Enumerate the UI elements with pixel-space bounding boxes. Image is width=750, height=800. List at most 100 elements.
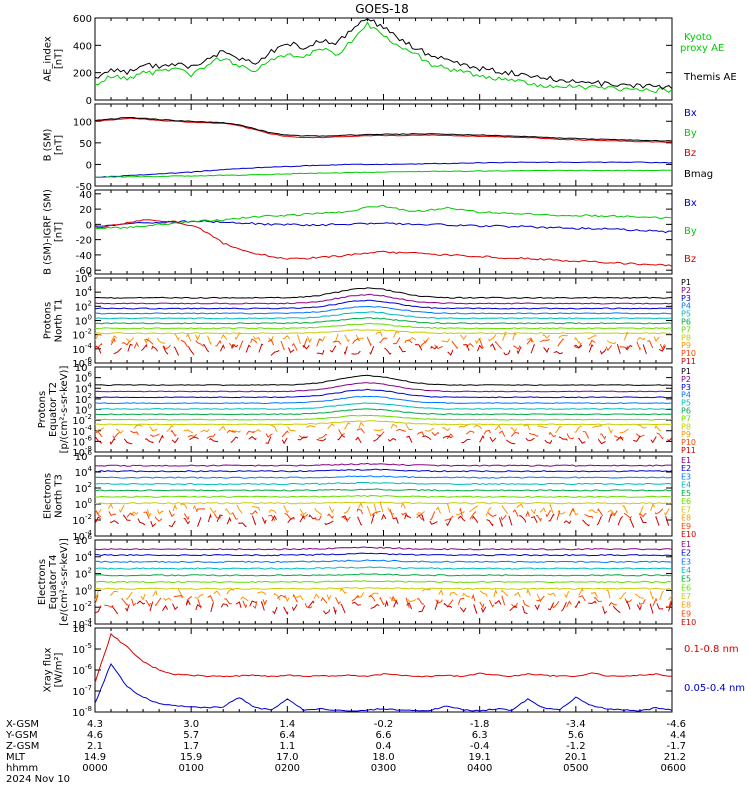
footer-value: -3.4 xyxy=(566,719,586,730)
xray-series-0 xyxy=(94,632,673,683)
en-panel-legend-e6: E6 xyxy=(681,497,691,506)
pn-panel-legend-p1: P1 xyxy=(681,278,691,287)
ee-panel-ylabel: Electrons Equator T4 [e/(cm²-s-sr-keV)] xyxy=(37,538,70,626)
ae-legend-themis: Themis AE xyxy=(683,72,737,83)
pe-panel-legend-p11: P11 xyxy=(681,446,696,455)
footer-value: 4.3 xyxy=(87,719,103,730)
pe-panel-ylabel-line: [p/(cm²-s-sr-keV)] xyxy=(59,366,70,454)
ee-panel-legend-e10: E10 xyxy=(681,618,696,627)
en-panel-ytick-label: 102 xyxy=(75,481,92,495)
pn-panel-ytick-label: 106 xyxy=(75,271,93,285)
pe-panel-channel-p10 xyxy=(94,428,673,440)
en-panel-ylabel-line: Electrons xyxy=(43,473,54,519)
pe-panel-channel-p8 xyxy=(94,420,673,426)
footer-date: 2024 Nov 10 xyxy=(6,774,70,785)
en-panel-ytick-label: 106 xyxy=(75,449,93,463)
ae-panel-ytick-label: 0 xyxy=(86,96,92,107)
footer-label-mlt: MLT xyxy=(6,752,26,763)
bigrf-legend-bx: Bx xyxy=(684,198,697,209)
footer-value: -1.8 xyxy=(470,719,490,730)
xray-panel-frame xyxy=(94,627,673,713)
footer-value: 6.3 xyxy=(472,730,488,741)
ae-series-0 xyxy=(94,21,673,94)
ee-panel-legend-e5: E5 xyxy=(681,575,691,584)
pn-panel-legend-p8: P8 xyxy=(681,333,691,342)
footer-value: 15.9 xyxy=(180,752,202,763)
footer-value: 0400 xyxy=(467,763,492,774)
en-panel-legend-e5: E5 xyxy=(681,489,691,498)
ee-panel-legend-e6: E6 xyxy=(681,583,691,592)
pn-panel-channel-p11 xyxy=(94,341,673,357)
pe-panel-legend-p3: P3 xyxy=(681,383,691,392)
en-panel-legend-e3: E3 xyxy=(681,472,691,481)
pn-panel-channel-p7 xyxy=(94,322,673,330)
footer-value: 3.0 xyxy=(183,719,199,730)
xray-panel-ytick-label: 10-7 xyxy=(72,684,92,698)
pn-panel-legend-p3: P3 xyxy=(681,294,691,303)
bigrf-series-bz xyxy=(94,219,673,267)
footer-value: 6.4 xyxy=(279,730,295,741)
footer-value: 0200 xyxy=(275,763,300,774)
pn-panel-ytick-label: 104 xyxy=(75,285,93,299)
ee-panel-channel-e4 xyxy=(94,566,673,570)
bigrf-panel-ytick-label: 40 xyxy=(79,190,92,201)
pn-panel-ytick-label: 100 xyxy=(75,314,92,328)
footer-value: 18.0 xyxy=(372,752,394,763)
pe-panel-channel-p5 xyxy=(94,402,672,410)
pe-panel-ytick-label: 10-4 xyxy=(72,424,92,438)
footer-value: -0.4 xyxy=(470,741,490,752)
en-panel-ylabel-line: North T3 xyxy=(54,474,65,518)
bigrf-panel-ytick-label: -20 xyxy=(76,236,92,247)
en-panel-legend-e2: E2 xyxy=(681,464,691,473)
bigrf-panel-ylabel-line: B (SM)-IGRF (SM) xyxy=(43,189,54,275)
ae-panel-ylabel-line: AE_index xyxy=(43,36,54,82)
ae-panel-ylabel-line: [nT] xyxy=(54,49,65,69)
plot-title: GOES-18 xyxy=(355,2,409,16)
pn-panel-legend-p4: P4 xyxy=(681,302,691,311)
ee-panel-legend-e2: E2 xyxy=(681,549,691,558)
ae-panel-ytick-label: 400 xyxy=(73,41,92,52)
bigrf-legend-by: By xyxy=(684,226,697,237)
pn-panel-legend-p2: P2 xyxy=(681,286,691,295)
xray-legend-1: 0.05-0.4 nm xyxy=(684,683,745,694)
pn-panel-legend-p11: P11 xyxy=(681,357,696,366)
bsm-panel-ylabel-line: [nT] xyxy=(54,135,65,155)
footer-value: 20.1 xyxy=(565,752,587,763)
footer-value: 0.4 xyxy=(376,741,392,752)
bigrf-panel-ytick-label: -40 xyxy=(76,251,92,262)
pe-panel-legend-p6: P6 xyxy=(681,407,691,416)
ee-panel-legend-e3: E3 xyxy=(681,557,691,566)
ee-panel-channel-e2 xyxy=(94,552,673,557)
ae-legend-kyoto: Kyoto proxy AE xyxy=(680,32,724,54)
footer-value: 21.2 xyxy=(664,752,686,763)
en-panel-legend-e4: E4 xyxy=(681,481,691,490)
footer-value: 5.7 xyxy=(183,730,199,741)
pe-panel-ytick-label: 108 xyxy=(75,360,92,374)
pe-panel-ytick-label: 10-6 xyxy=(72,434,92,448)
xray-panel-ytick-label: 10-4 xyxy=(72,621,92,635)
pe-panel-ytick-label: 10-8 xyxy=(72,445,92,459)
pn-panel-legend-p7: P7 xyxy=(681,325,691,334)
ae-panel-frame xyxy=(94,17,673,101)
footer-value: 0300 xyxy=(371,763,396,774)
bigrf-panel-frame xyxy=(94,189,673,275)
en-panel-channel-e2 xyxy=(95,468,673,473)
pn-panel-legend-p10: P10 xyxy=(681,349,696,358)
pe-panel-ylabel: Protons Equator T2 [p/(cm²-s-sr-keV)] xyxy=(37,366,70,454)
pe-panel-channel-p4 xyxy=(94,395,673,405)
xray-legend-0: 0.1-0.8 nm xyxy=(684,644,739,655)
pn-panel-channel-p5 xyxy=(94,311,672,320)
footer-label-x-gsm: X-GSM xyxy=(6,719,39,730)
ee-panel-ytick-label: 10-2 xyxy=(72,600,92,614)
footer-value: 4.6 xyxy=(87,730,103,741)
ee-panel-ylabel-line: [e/(cm²-s-sr-keV)] xyxy=(59,538,70,626)
pe-panel-legend-p5: P5 xyxy=(681,399,691,408)
footer-value: 0000 xyxy=(82,763,107,774)
pe-panel-channel-p3 xyxy=(94,388,673,399)
pn-panel-legend-p9: P9 xyxy=(681,341,691,350)
ee-panel-legend-e4: E4 xyxy=(681,566,691,575)
footer-value: -1.7 xyxy=(666,741,686,752)
footer-value: 1.7 xyxy=(183,741,199,752)
en-panel-legend-e8: E8 xyxy=(681,514,691,523)
ee-panel-ytick-label: 10-4 xyxy=(72,617,92,631)
